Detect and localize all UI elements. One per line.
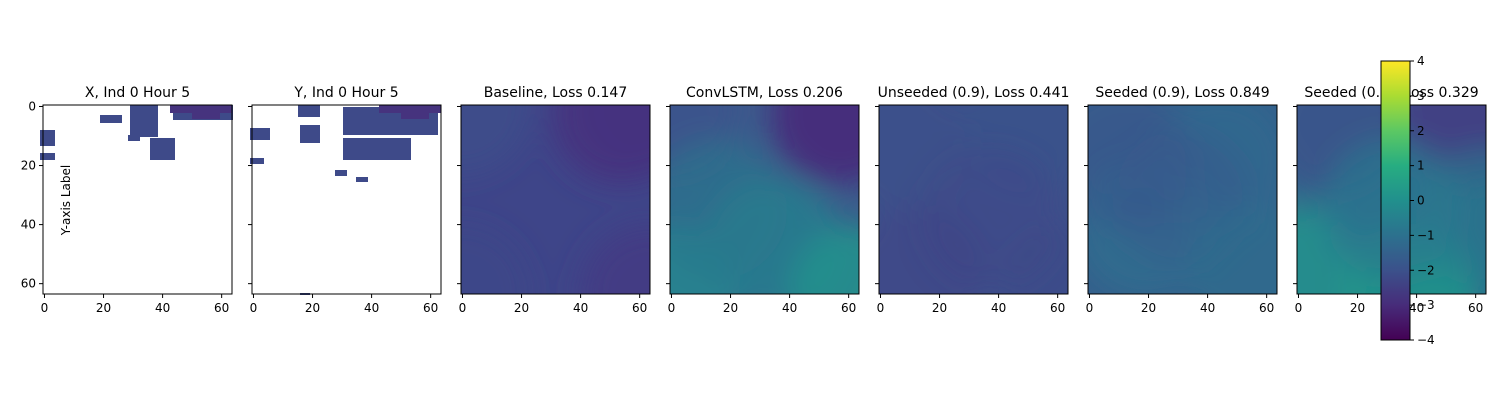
x-tick-label: 40: [573, 301, 588, 315]
data-cell: [128, 135, 140, 141]
data-cell: [100, 115, 122, 123]
image-background: [252, 105, 441, 294]
x-tick-label: 20: [723, 301, 738, 315]
x-tick-label: 40: [155, 301, 170, 315]
x-tick-label: 60: [423, 301, 438, 315]
panel-title: X, Ind 0 Hour 5: [85, 85, 190, 101]
axes-frame: [669, 104, 860, 295]
x-tick-label: 0: [41, 301, 49, 315]
data-cell: [150, 138, 175, 160]
axes-frame: [251, 104, 442, 295]
x-tick-label: 0: [668, 301, 676, 315]
data-cell: [250, 158, 264, 164]
image-field: [879, 105, 1068, 294]
data-cell: [250, 128, 270, 140]
x-tick-label: 40: [364, 301, 379, 315]
panel-title: Seeded (0.9), Loss 0.849: [1095, 85, 1269, 101]
image-field: [670, 105, 859, 294]
x-tick-label: 60: [841, 301, 856, 315]
y-tick-label: 40: [21, 218, 36, 232]
x-tick-label: 0: [250, 301, 258, 315]
colorbar: 4 3 2 1 0 −1 −2 −3 −4: [1380, 54, 1435, 347]
x-tick-label: 20: [514, 301, 529, 315]
data-cell: [335, 170, 347, 176]
data-cell: [130, 105, 158, 137]
x-tick-label: 20: [1141, 301, 1156, 315]
colorbar-tick-label: 4: [1417, 54, 1425, 68]
x-tick-label: 0: [1086, 301, 1094, 315]
data-cell: [40, 130, 55, 146]
panel-3: 0 20 40 60 ConvLSTM, Loss 0.206: [666, 85, 860, 315]
panel-0: 0 20 40 60 0 20 40 60 X, Ind 0 Hour 5: [21, 85, 233, 315]
colorbar-tick-label: −4: [1417, 333, 1435, 347]
panel-title: Unseeded (0.9), Loss 0.441: [878, 85, 1070, 101]
axes-frame: [1087, 104, 1278, 295]
y-tick-label: 0: [28, 99, 36, 113]
panel-5: 0 20 40 60 Seeded (0.9), Loss 0.849: [1084, 85, 1278, 315]
panel-1: 0 20 40 60 Y, Ind 0 Hour 5: [248, 85, 442, 315]
x-tick-label: 40: [1200, 301, 1215, 315]
colorbar-tick-label: −1: [1417, 228, 1435, 242]
data-cell: [192, 113, 220, 119]
data-cell: [343, 138, 411, 160]
panel-title: ConvLSTM, Loss 0.206: [686, 85, 843, 101]
image-field: [461, 105, 650, 294]
x-tick-label: 40: [991, 301, 1006, 315]
panel-title: Y, Ind 0 Hour 5: [293, 85, 398, 101]
x-tick-label: 60: [1050, 301, 1065, 315]
axes-frame: [42, 104, 233, 295]
x-tick-label: 60: [1259, 301, 1274, 315]
axes-frame: [460, 104, 651, 295]
y-tick-label: 20: [21, 159, 36, 173]
colorbar-tick-label: 2: [1417, 124, 1425, 138]
x-tick-label: 0: [459, 301, 467, 315]
colorbar-tick-label: 0: [1417, 194, 1425, 208]
colorbar-gradient: [1381, 61, 1410, 340]
data-cell: [379, 105, 441, 113]
colorbar-tick-label: −3: [1417, 298, 1435, 312]
x-tick-label: 60: [214, 301, 229, 315]
x-tick-label: 0: [877, 301, 885, 315]
x-tick-label: 20: [305, 301, 320, 315]
data-cell: [356, 177, 368, 182]
x-tick-label: 40: [782, 301, 797, 315]
colorbar-tick-label: −2: [1417, 263, 1435, 277]
data-cell: [401, 113, 429, 119]
data-cell: [300, 125, 320, 143]
colorbar-tick-label: 3: [1417, 89, 1425, 103]
image-field: [1088, 105, 1277, 294]
x-tick-label: 60: [1468, 301, 1483, 315]
y-tick-label: 60: [21, 277, 36, 291]
x-tick-label: 20: [96, 301, 111, 315]
data-cell: [298, 105, 320, 117]
x-tick-label: 20: [1350, 301, 1365, 315]
panel-2: 0 20 40 60 Baseline, Loss 0.147: [457, 85, 651, 315]
colorbar-tick-label: 1: [1417, 159, 1425, 173]
panel-title: Baseline, Loss 0.147: [484, 85, 628, 101]
data-cell: [170, 105, 232, 113]
axes-frame: [878, 104, 1069, 295]
x-tick-label: 20: [932, 301, 947, 315]
x-tick-label: 0: [1295, 301, 1303, 315]
x-tick-label: 40: [1409, 301, 1424, 315]
y-axis-label: Y-axis Label: [59, 165, 73, 236]
panel-4: 0 20 40 60 Unseeded (0.9), Loss 0.441: [875, 85, 1070, 315]
x-tick-label: 60: [632, 301, 647, 315]
data-cell: [40, 153, 55, 160]
